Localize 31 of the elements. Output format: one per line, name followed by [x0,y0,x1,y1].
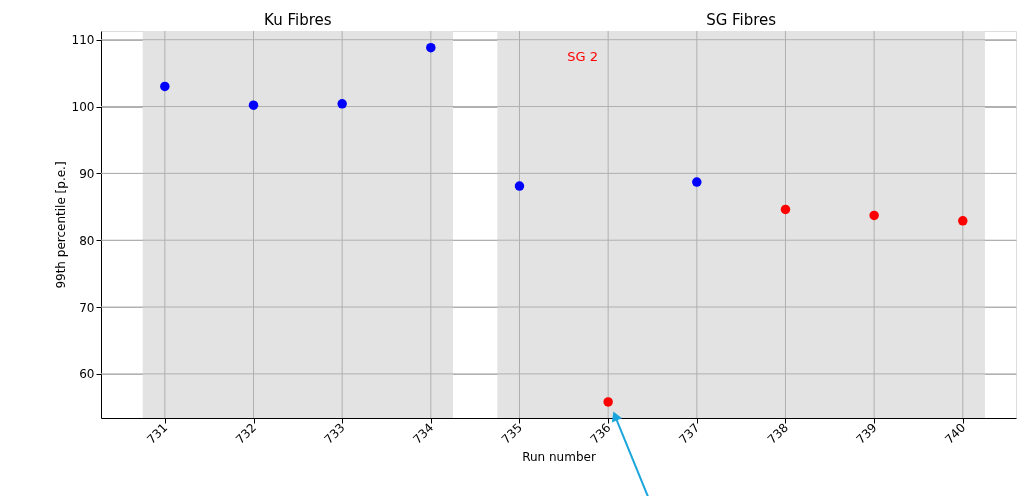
x-tick-label: 738 [764,420,791,447]
point [603,397,613,407]
y-axis-title: 99th percentile [p.e.] [53,161,68,289]
point [780,204,791,215]
y-tick-label: 80 [79,233,95,248]
x-tick-label: 733 [321,420,348,447]
x-tick-label: 736 [587,420,614,447]
point [869,210,879,221]
y-tick-label: 90 [79,166,95,181]
x-tick-label: 740 [942,420,969,447]
x-tick-label: 739 [853,420,880,447]
x-tick-label: 732 [232,420,259,447]
y-tick-label: 60 [79,367,95,382]
point [514,181,525,191]
x-tick-label: 731 [144,420,171,447]
y-tick-label: 70 [79,300,95,315]
y-tick-label: 100 [71,100,95,115]
x-axis-title: Run number [522,449,596,464]
point [337,99,347,109]
x-tick-label: 735 [498,420,525,447]
y-tick-label: 110 [71,33,95,48]
annotation: SG 2 [567,49,599,64]
point [160,81,170,92]
x-tick-label: 734 [410,420,437,447]
band-label: Ku Fibres [264,11,332,29]
band-label: SG Fibres [706,11,777,29]
x-tick-label: 737 [676,420,703,447]
point [958,216,968,226]
point [692,177,702,187]
point [248,100,259,110]
point [426,42,436,53]
